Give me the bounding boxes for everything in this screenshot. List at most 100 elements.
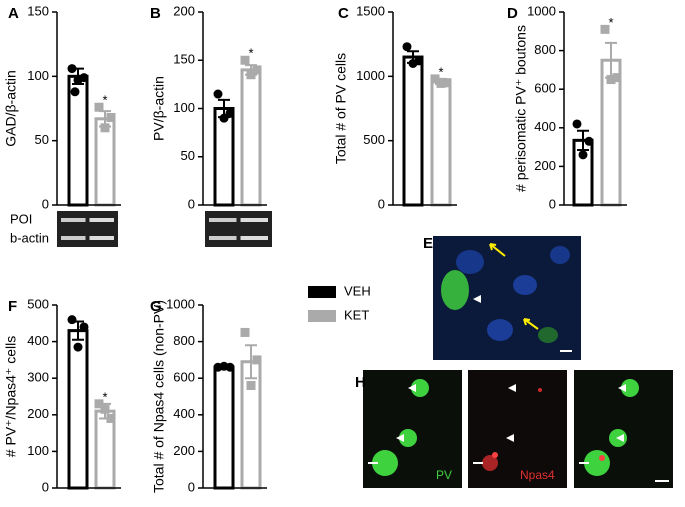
legend-swatch — [308, 310, 336, 322]
blot — [57, 211, 118, 247]
y-tick-label: 400 — [534, 119, 556, 134]
data-point — [79, 322, 89, 332]
y-tick-label: 50 — [181, 148, 195, 163]
data-point — [584, 136, 594, 146]
data-point — [430, 74, 440, 84]
data-point — [70, 87, 80, 97]
y-axis-label: PV/β-actin — [151, 76, 167, 141]
y-axis-label: # PV⁺/Npas4⁺ cells — [3, 336, 19, 457]
y-tick-label: 400 — [173, 406, 195, 421]
data-point — [106, 413, 116, 423]
y-tick-label: 0 — [42, 479, 49, 494]
panel-label: H — [355, 374, 366, 391]
significance: * — [438, 64, 443, 79]
data-point — [246, 70, 256, 80]
data-point — [612, 73, 622, 83]
micrograph-e — [433, 236, 581, 360]
y-tick-label: 800 — [173, 333, 195, 348]
legend-label: KET — [344, 307, 369, 322]
data-point — [252, 65, 262, 75]
blot-band — [89, 236, 114, 240]
data-point — [94, 102, 104, 112]
y-tick-label: 200 — [534, 158, 556, 173]
legend-label: VEH — [344, 283, 371, 298]
y-tick-label: 150 — [27, 3, 49, 18]
data-point — [100, 404, 110, 414]
data-point — [600, 24, 610, 34]
data-point — [572, 119, 582, 129]
panel-label: G — [150, 298, 162, 315]
y-tick-label: 0 — [378, 196, 385, 211]
data-point — [225, 108, 235, 118]
significance: * — [608, 15, 613, 30]
blot-band — [240, 236, 268, 240]
y-tick-label: 200 — [27, 406, 49, 421]
data-point — [94, 399, 104, 409]
y-tick-label: 200 — [173, 3, 195, 18]
y-tick-label: 100 — [173, 100, 195, 115]
bar — [213, 107, 235, 207]
y-tick-label: 400 — [27, 333, 49, 348]
significance: * — [248, 46, 253, 61]
significance: * — [102, 93, 107, 108]
data-point — [246, 381, 256, 391]
bar — [240, 360, 262, 490]
bar — [430, 79, 452, 207]
y-tick-label: 100 — [27, 68, 49, 83]
blot-band — [209, 218, 237, 222]
y-tick-label: 150 — [173, 52, 195, 67]
y-tick-label: 1500 — [356, 3, 385, 18]
data-point — [106, 113, 116, 123]
y-axis-label: # perisomatic PV⁺ boutons — [513, 25, 529, 192]
panel-label: E — [423, 235, 433, 252]
data-point — [219, 113, 229, 123]
blot-band — [240, 218, 268, 222]
data-point — [240, 55, 250, 65]
panel-label: A — [8, 5, 19, 22]
data-point — [252, 355, 262, 365]
y-axis-label: Total # of Npas4 cells (non-PV) — [151, 300, 167, 493]
data-point — [436, 78, 446, 88]
data-point — [606, 75, 616, 85]
bar — [240, 68, 262, 207]
data-point — [73, 342, 83, 352]
y-tick-label: 800 — [534, 42, 556, 57]
y-tick-label: 1000 — [166, 296, 195, 311]
data-point — [408, 58, 418, 68]
panel-label: C — [338, 5, 349, 22]
legend-swatch — [308, 286, 336, 298]
y-tick-label: 500 — [363, 132, 385, 147]
micrograph-h — [363, 370, 673, 488]
data-point — [578, 150, 588, 160]
panel-label: D — [507, 5, 518, 22]
bar — [213, 365, 235, 490]
data-point — [73, 75, 83, 85]
y-axis-label: GAD/β-actin — [3, 70, 19, 147]
y-axis-label: Total # of PV cells — [333, 53, 349, 164]
y-tick-label: 300 — [27, 370, 49, 385]
data-point — [213, 89, 223, 99]
blot-band — [209, 236, 237, 240]
y-tick-label: 50 — [35, 132, 49, 147]
y-tick-label: 0 — [42, 196, 49, 211]
data-point — [67, 64, 77, 74]
y-tick-label: 600 — [173, 370, 195, 385]
panel-label: F — [8, 298, 17, 315]
data-point — [442, 78, 452, 88]
blot-band — [89, 218, 114, 222]
blot-label: POI — [10, 211, 32, 226]
data-point — [402, 42, 412, 52]
bar — [67, 329, 89, 490]
blot-band — [61, 236, 86, 240]
bar — [402, 55, 424, 207]
channel-label: PV — [436, 468, 452, 482]
data-point — [100, 123, 110, 133]
y-tick-label: 0 — [549, 196, 556, 211]
panel-label: B — [150, 5, 161, 22]
data-point — [67, 315, 77, 325]
y-tick-label: 200 — [173, 443, 195, 458]
y-tick-label: 500 — [27, 296, 49, 311]
data-point — [219, 361, 229, 371]
blot — [205, 211, 272, 247]
